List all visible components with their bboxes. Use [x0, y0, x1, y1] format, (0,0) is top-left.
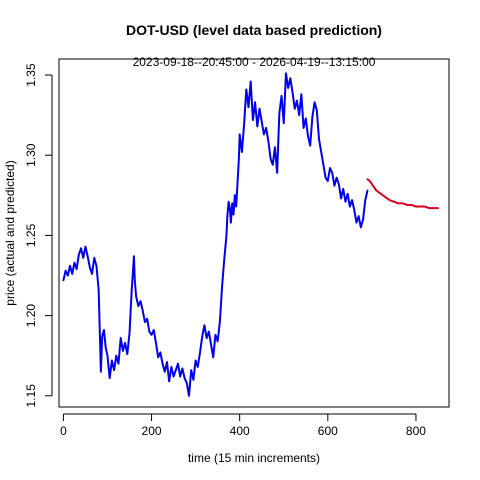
x-tick-label: 0	[60, 424, 67, 438]
x-tick-label: 600	[318, 424, 338, 438]
chart-subtitle: 2023-09-18--20:45:00 - 2026-04-19--13:15…	[133, 55, 376, 69]
predicted-price-line	[366, 178, 439, 210]
x-tick-label: 400	[230, 424, 250, 438]
y-tick-label: 1.25	[24, 223, 38, 247]
y-tick-label: 1.20	[24, 304, 38, 328]
y-axis-label: price (actual and predicted)	[3, 160, 17, 305]
y-axis: 1.15 1.20 1.25 1.30 1.35	[24, 63, 53, 408]
plot-frame	[58, 58, 450, 408]
chart-title: DOT-USD (level data based prediction)	[126, 22, 382, 38]
y-tick-label: 1.35	[24, 63, 38, 87]
y-tick-label: 1.30	[24, 143, 38, 167]
x-axis: 0 200 400 600 800	[60, 413, 426, 438]
x-tick-label: 800	[406, 424, 426, 438]
x-axis-label: time (15 min increments)	[188, 451, 320, 465]
y-tick-label: 1.15	[24, 384, 38, 408]
series-group	[62, 72, 439, 397]
actual-price-line	[62, 72, 369, 397]
x-tick-label: 200	[142, 424, 162, 438]
